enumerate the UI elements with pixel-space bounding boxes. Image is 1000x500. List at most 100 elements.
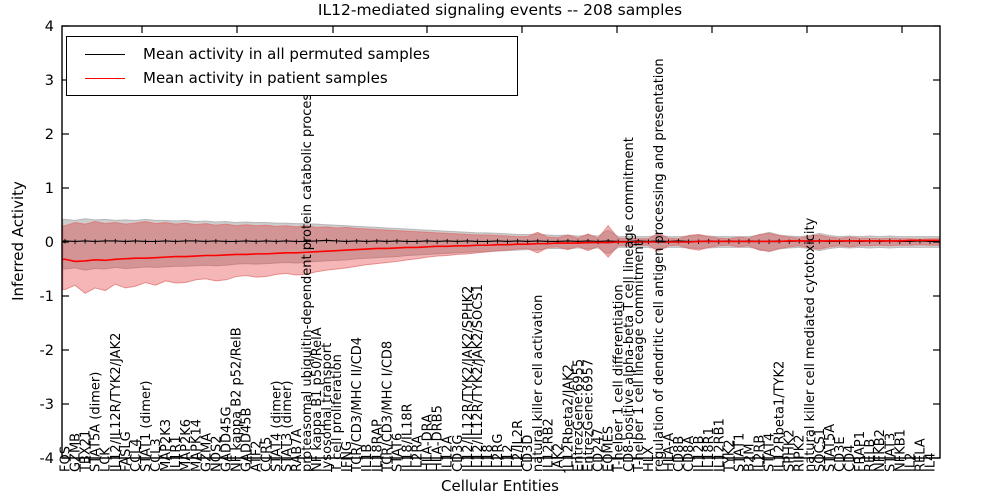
entity-label: EntrezGene:6957 — [582, 359, 597, 472]
entity-label: CD8B — [672, 436, 687, 472]
entity-label: RAB7A — [290, 428, 305, 472]
entity-label: IL18RAP — [370, 419, 385, 472]
entity-label: NFKB2 — [873, 429, 888, 472]
patient-line-swatch — [85, 77, 125, 79]
entity-label: IL2RB — [753, 435, 768, 472]
entity-label: MAP2K6 — [179, 419, 194, 472]
entity-label: IL2RA — [411, 435, 426, 472]
entity-label: IL12A — [441, 435, 456, 472]
entity-label: GZMB — [69, 433, 84, 472]
entity-label: STAT6 — [390, 433, 405, 472]
entity-label: STAT3 — [883, 433, 898, 472]
y-tick-label: -4 — [40, 451, 54, 467]
y-tick-label: 1 — [45, 181, 54, 197]
x-axis-label: Cellular Entities — [441, 477, 559, 495]
entity-label: NFKB1 — [893, 429, 908, 472]
entity-label: CD3D — [521, 435, 536, 472]
legend-item-permuted: Mean activity in all permuted samples — [67, 45, 517, 63]
entity-label: CCR5 — [260, 437, 275, 472]
entity-label: RELA — [913, 438, 928, 472]
entity-label: proteasomal ubiquitin-dependent protein … — [300, 87, 315, 472]
entity-label: ATF2 — [250, 440, 265, 472]
entity-label: FRAP1 — [853, 431, 868, 472]
y-tick-label: -3 — [40, 397, 54, 413]
entity-label: CD3G — [451, 435, 466, 472]
entity-label: GADD45B — [240, 408, 255, 472]
entity-label: HLX — [642, 446, 657, 472]
entity-label: lysosomal transport — [320, 343, 335, 472]
patient-range-band — [62, 220, 940, 294]
entity-label: IL12Rbeta2/JAK2 — [561, 364, 576, 472]
entity-label: natural killer cell mediated cytotoxicit… — [803, 217, 818, 472]
legend: Mean activity in all permuted samples Me… — [66, 36, 518, 96]
entity-label: T-helper 1 cell lineage commitment — [632, 241, 647, 473]
entity-label: HLA-DRB5 — [431, 405, 446, 472]
entity-label: GADD45G — [219, 406, 234, 472]
y-tick-labels: 4 3 2 1 0 -1 -2 -3 -4 — [40, 19, 54, 467]
entity-label: RELB — [863, 439, 878, 472]
entity-label: LCK — [99, 447, 114, 472]
entity-label: STAT5A — [823, 424, 838, 472]
entity-label: IL2RG — [491, 434, 506, 472]
entity-label: IL4 — [924, 453, 939, 472]
entity-label: T-helper 1 cell differentiation — [612, 284, 627, 473]
entity-label: TCR/CD3/MHC II/CD4 — [350, 337, 365, 473]
entity-label: IL1R1 — [169, 435, 184, 472]
entity-label: T cell proliferation — [330, 354, 345, 473]
entity-label: TBX21 — [79, 430, 94, 473]
entity-label: SPHK2 — [783, 429, 798, 472]
entity-label: EOMES — [602, 426, 617, 472]
top-x-ticks — [141, 26, 903, 33]
entity-label: NF kappa B2 p52/RelB — [229, 327, 244, 472]
legend-item-patient: Mean activity in patient samples — [67, 69, 517, 87]
entity-label: STAT1 — [732, 433, 747, 472]
entity-label: IL18/IL18R — [400, 403, 415, 472]
entity-label: IL12/IL12R/TYK2/JAK2/SOCS1 — [471, 284, 486, 472]
y-axis-label: Inferred Activity — [9, 181, 27, 301]
entity-label: MAPK14 — [189, 419, 204, 472]
entity-label: TYK2 — [722, 439, 737, 473]
y-tick-label: 2 — [45, 127, 54, 143]
entity-label: HLA-A — [662, 433, 677, 472]
entity-label: IL12/IL12R/TYK2/JAK2 — [109, 333, 124, 472]
entity-label: regulation of dendritic cell antigen pro… — [652, 58, 667, 472]
y-tick-label: -2 — [40, 343, 54, 359]
entity-label: STAT4 — [763, 433, 778, 472]
entity-label: IL12/IL12R/TYK2/JAK2/SPHK2 — [461, 286, 476, 472]
entity-label: STAT1 (dimer) — [139, 381, 154, 472]
entity-label: CD247 — [592, 428, 607, 472]
entity-label: CCL3 — [149, 438, 164, 472]
y-tick-label: -1 — [40, 289, 54, 305]
entity-label: CD8A — [682, 436, 697, 472]
chart-title: IL12-mediated signaling events -- 208 sa… — [317, 1, 683, 19]
entity-label: SOCS1 — [813, 428, 828, 472]
entity-label: IFNG — [340, 441, 355, 472]
entity-label: STAT4 (dimer) — [270, 381, 285, 472]
legend-label: Mean activity in all permuted samples — [143, 45, 430, 63]
entity-label: IL12Rbeta1/TYK2 — [773, 361, 788, 472]
entity-label: NOS2 — [209, 436, 224, 472]
y-tick-label: 0 — [45, 235, 54, 251]
entity-label: TCR/CD3/MHC I/CD8 — [380, 341, 395, 473]
entity-label: EntrezGene:6955 — [571, 359, 586, 472]
entity-label: IL2/IL2R — [511, 420, 526, 472]
y-ticks — [62, 25, 940, 459]
entity-label: IL12B — [692, 435, 707, 472]
entity-label: CD8-positive alpha-beta T cell lineage c… — [622, 137, 637, 472]
entity-label: GZMA — [199, 433, 214, 472]
entity-label: MAP2K3 — [159, 419, 174, 472]
permuted-line-swatch — [85, 53, 125, 55]
entity-label: CCL4 — [129, 438, 144, 472]
entity-label: STAT3 (dimer) — [280, 381, 295, 472]
y-tick-label: 3 — [45, 73, 54, 89]
entity-label: RIPK2 — [793, 434, 808, 472]
entity-label: FASLG — [119, 431, 134, 472]
legend-label: Mean activity in patient samples — [143, 69, 388, 87]
patient-mean-line — [62, 239, 940, 263]
entity-label: CD3E — [833, 436, 848, 472]
entity-label: NF kappa B1 p50/RelA — [310, 327, 325, 472]
entity-label: natural killer cell activation — [531, 295, 546, 472]
